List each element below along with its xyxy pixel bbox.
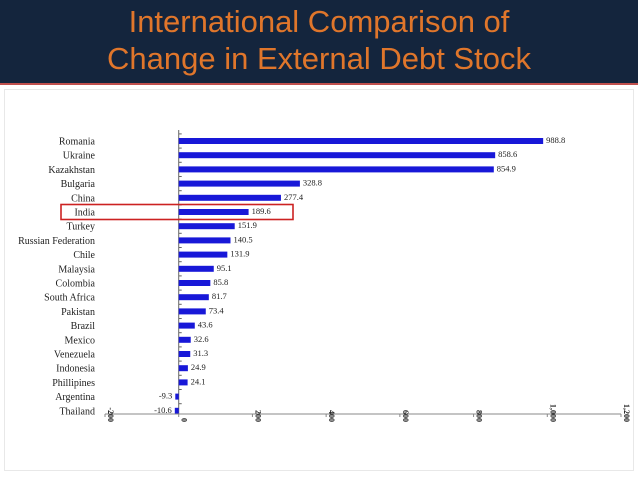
category-label: Malaysia xyxy=(58,264,95,275)
slide-title-line-1: International Comparison of xyxy=(128,4,510,39)
highlight-box xyxy=(60,203,294,221)
bar-india xyxy=(178,209,249,215)
data-label: 24.9 xyxy=(191,362,206,372)
bar-russian-federation xyxy=(178,237,231,244)
slide-title-line-2: Change in External Debt Stock xyxy=(107,41,531,76)
data-label: -10.6 xyxy=(154,405,172,415)
bar-pakistan xyxy=(178,308,206,315)
bar-ukraine xyxy=(178,152,496,159)
category-label: Bulgaria xyxy=(61,179,96,190)
x-tick-label: 600 xyxy=(401,410,410,422)
bar-china xyxy=(178,194,281,201)
category-label: Venezuela xyxy=(54,350,96,361)
bar-bulgaria xyxy=(178,180,300,187)
data-label: -9.3 xyxy=(159,391,172,401)
bar-thailand xyxy=(174,407,179,414)
data-label: 31.3 xyxy=(193,348,208,358)
x-tick-label: 800 xyxy=(475,410,484,422)
category-label: South Africa xyxy=(44,293,95,304)
data-label: 85.8 xyxy=(213,277,228,287)
category-label: Phillipines xyxy=(52,378,95,389)
bar-kazakhstan xyxy=(178,166,494,173)
category-label: Argentina xyxy=(55,392,95,403)
data-label: 277.4 xyxy=(284,192,304,202)
x-tick-label: -200 xyxy=(106,407,115,422)
bar-romania xyxy=(178,138,544,144)
category-label: Turkey xyxy=(66,222,95,233)
bar-colombia xyxy=(178,280,211,286)
category-label: Kazakhstan xyxy=(48,165,95,176)
bar-argentina xyxy=(175,393,179,400)
data-label: 854.9 xyxy=(497,163,516,173)
data-label: 988.8 xyxy=(546,135,565,145)
data-label: 73.4 xyxy=(209,305,225,315)
chart-frame: Romania 988.8 Ukraine 858.6 Kazakhstan 854.9 B… xyxy=(4,89,634,471)
category-label: Pakistan xyxy=(61,307,95,318)
category-label: Russian Federation xyxy=(18,236,95,247)
bar-chile xyxy=(178,251,228,258)
data-label: 32.6 xyxy=(194,334,209,344)
category-label: India xyxy=(74,208,95,219)
category-label: Brazil xyxy=(71,321,96,332)
category-label: Ukraine xyxy=(63,151,96,162)
bar-turkey xyxy=(178,223,235,230)
x-tick-label: 200 xyxy=(253,410,262,422)
data-label: 95.1 xyxy=(217,263,232,273)
category-label: Mexico xyxy=(64,335,95,346)
data-label: 858.6 xyxy=(498,149,517,159)
bar-south-africa xyxy=(178,294,209,301)
data-label: 140.5 xyxy=(233,234,252,244)
bar-mexico xyxy=(178,336,191,343)
title-band: International Comparison of Change in Ex… xyxy=(0,0,638,83)
bar-venezuela xyxy=(178,351,191,357)
category-label: China xyxy=(71,193,95,204)
bar-chart: Romania 988.8 Ukraine 858.6 Kazakhstan 854.9 B… xyxy=(18,130,631,422)
x-tick-label: 1,000 xyxy=(548,404,557,422)
category-label: Indonesia xyxy=(56,364,95,375)
x-tick-label: 1,200 xyxy=(622,404,631,422)
bar-phillipines xyxy=(178,379,188,386)
category-label: Colombia xyxy=(56,279,96,290)
data-label: 189.6 xyxy=(252,206,271,216)
title-divider xyxy=(0,83,638,85)
data-label: 24.1 xyxy=(191,376,206,386)
data-label: 328.8 xyxy=(303,178,322,188)
bar-indonesia xyxy=(178,365,188,372)
data-label: 81.7 xyxy=(212,291,227,301)
category-label: Romania xyxy=(59,137,96,148)
x-tick-label: 0 xyxy=(180,418,189,422)
bar-malaysia xyxy=(178,265,214,272)
category-label: Thailand xyxy=(59,406,95,417)
data-label: 151.9 xyxy=(238,220,257,230)
data-label: 43.6 xyxy=(198,320,213,330)
x-tick-label: 400 xyxy=(327,410,336,422)
category-label: Chile xyxy=(73,250,95,261)
bar-brazil xyxy=(178,322,195,329)
data-label: 131.9 xyxy=(230,249,249,259)
